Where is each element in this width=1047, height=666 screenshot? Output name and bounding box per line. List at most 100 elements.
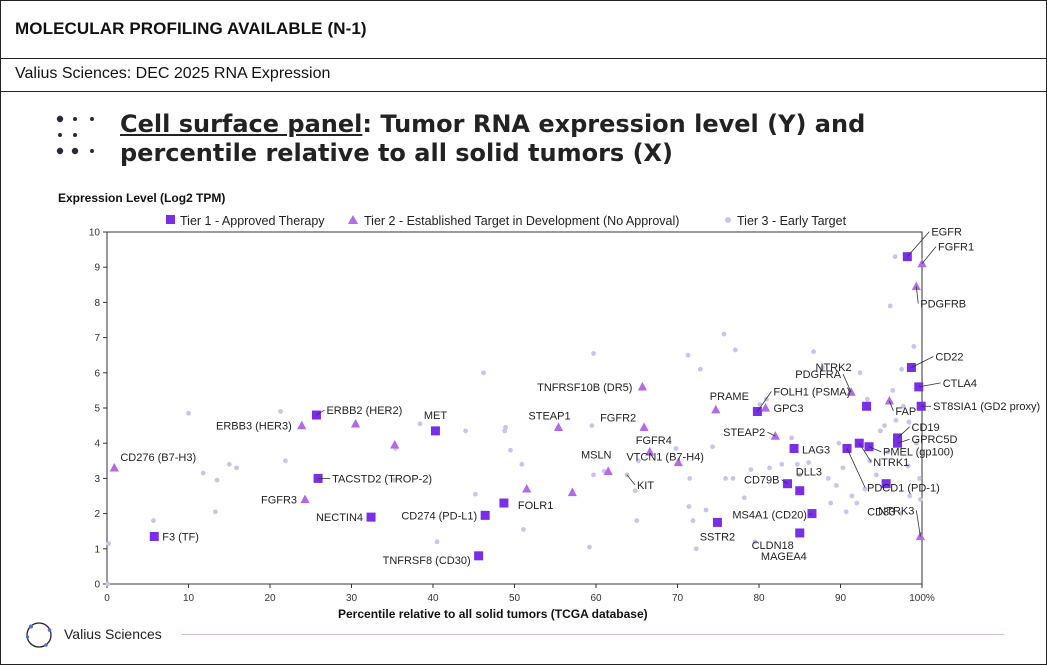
- footer-divider: [182, 634, 1004, 635]
- point-label: CD22: [935, 352, 963, 364]
- leader-line: [915, 510, 921, 537]
- point-label: F3 (TF): [162, 531, 199, 543]
- tier3-point: [913, 440, 919, 446]
- subheader-bar: Valius Sciences: DEC 2025 RNA Expression: [1, 59, 1046, 92]
- tier3-point: [721, 331, 727, 337]
- tier3-point: [151, 518, 156, 524]
- tier3-point: [226, 461, 232, 467]
- tier3-point: [212, 509, 218, 515]
- panel-title: Cell surface panel: Tumor RNA expression…: [120, 110, 1000, 168]
- circle-logo-icon: [25, 622, 52, 648]
- point-label: EGFR: [931, 227, 962, 239]
- point-label: CD274 (PD-L1): [401, 510, 477, 522]
- tier3-point: [463, 428, 468, 434]
- legend-tier3-marker: [725, 217, 731, 223]
- tier2-point: [297, 420, 307, 430]
- tier2-point: [711, 404, 721, 414]
- tier3-point: [854, 500, 860, 506]
- x-tick-label: 90: [835, 593, 847, 604]
- tier3-point: [899, 366, 905, 372]
- x-axis-title: Percentile relative to all solid tumors …: [338, 607, 648, 621]
- tier3-points: [105, 254, 923, 587]
- tier1-point: [480, 510, 490, 520]
- tier2-point: [645, 447, 655, 456]
- tier1-point: [430, 426, 440, 436]
- tier3-point: [278, 409, 283, 414]
- point-label: FGFR2: [600, 412, 636, 424]
- tier3-point: [693, 546, 699, 552]
- leader-line: [781, 479, 788, 485]
- tier3-point: [834, 483, 839, 488]
- point-label: PMEL (gp100): [883, 447, 954, 459]
- point-label: NTRK2: [816, 362, 852, 374]
- point-label: STEAP1: [528, 410, 570, 422]
- tier2-point: [390, 439, 400, 449]
- tier3-point: [105, 581, 111, 587]
- tier3-point: [892, 254, 898, 260]
- tier3-point: [234, 465, 239, 471]
- page-title: MOLECULAR PROFILING AVAILABLE (N-1): [15, 19, 367, 38]
- tier2-point: [603, 466, 613, 475]
- tier3-point: [882, 423, 887, 428]
- point-label: MAGEA4: [761, 551, 807, 563]
- tier1-point: [795, 486, 805, 496]
- point-labels: EGFR CD22 CTLA4 ST8SIA1 (GD2 proxy) CD19GPRC…: [120, 227, 1040, 567]
- point-label: CLDN18: [752, 540, 794, 552]
- tier3-point: [481, 370, 486, 376]
- leader-line: [767, 431, 776, 437]
- tier3-point: [767, 465, 772, 471]
- tier3-point: [917, 476, 922, 481]
- point-label: FOLH1 (PSMA): [773, 387, 850, 399]
- point-label: SSTR2: [700, 531, 735, 543]
- x-tick-label: 60: [590, 593, 602, 604]
- point-label: MSLN: [581, 449, 612, 461]
- tier3-point: [797, 472, 803, 478]
- tier3-point: [867, 458, 873, 464]
- tier2-point: [637, 381, 648, 391]
- y-tick-label: 4: [94, 439, 100, 450]
- tier3-point: [686, 504, 692, 509]
- tier3-point: [794, 461, 800, 467]
- x-tick-label: 10: [183, 593, 195, 604]
- tier3-point: [864, 396, 870, 402]
- point-label: STEAP2: [723, 427, 765, 439]
- tier3-point: [587, 544, 592, 550]
- tier2-point: [911, 281, 921, 291]
- point-label: TNFRSF10B (DR5): [537, 382, 632, 394]
- point-label: FAP: [895, 406, 916, 418]
- tier3-point: [591, 472, 596, 478]
- y-tick-label: 10: [89, 228, 101, 239]
- point-label: KIT: [637, 480, 654, 492]
- legend-tier2-marker: [348, 215, 358, 224]
- tier3-point: [906, 419, 912, 425]
- x-tick-label: 30: [346, 593, 358, 604]
- footer-company-name: Valius Sciences: [64, 626, 162, 642]
- leader-line: [897, 426, 910, 439]
- tier3-point: [434, 539, 440, 545]
- point-label: GPRC5D: [912, 434, 958, 446]
- legend-tier3-label: Tier 3 - Early Target: [737, 214, 847, 228]
- tier3-point: [186, 410, 191, 416]
- tier3-point: [634, 518, 640, 524]
- tier1-point: [712, 517, 722, 527]
- y-tick-label: 7: [94, 333, 100, 344]
- point-label: CD19: [912, 422, 940, 434]
- tier3-point: [873, 472, 879, 478]
- point-label: ERBB2 (HER2): [326, 405, 402, 417]
- leader-line: [316, 409, 325, 416]
- y-tick-label: 0: [94, 580, 100, 591]
- legend-tier2-label: Tier 2 - Established Target in Developme…: [364, 214, 679, 228]
- axis-ticks: 0 10 20 30 40 50 60 70 80 90 100% 0 1 2 3 4 5 6 7 8 9 10: [89, 228, 935, 605]
- tier1-point: [149, 531, 159, 541]
- tier2-point: [109, 462, 119, 472]
- y-axis-title: Expression Level (Log2 TPM): [58, 191, 225, 205]
- point-label: NTRK3: [878, 505, 914, 517]
- tier1-point: [881, 479, 891, 489]
- tier2-point: [770, 431, 780, 440]
- tier3-point: [710, 444, 715, 450]
- x-tick-label: 80: [753, 593, 765, 604]
- tier3-point: [200, 470, 206, 476]
- tier3-point: [862, 486, 868, 492]
- tier3-point: [589, 423, 595, 428]
